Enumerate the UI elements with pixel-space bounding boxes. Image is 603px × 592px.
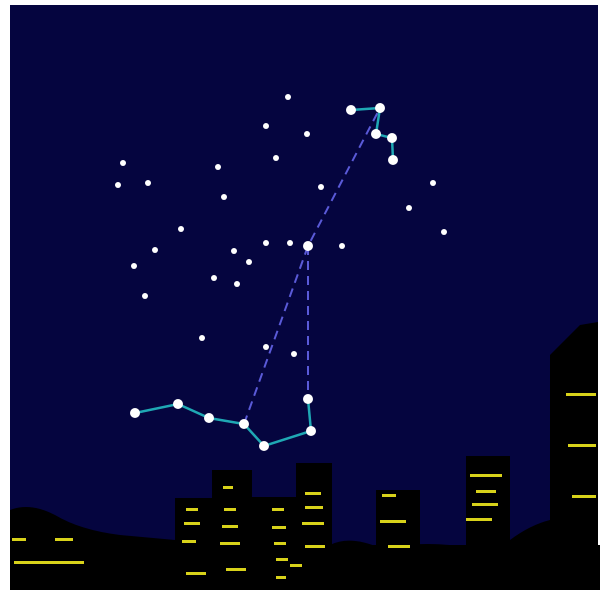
scene <box>0 0 603 592</box>
page: {} <box>0 0 603 592</box>
